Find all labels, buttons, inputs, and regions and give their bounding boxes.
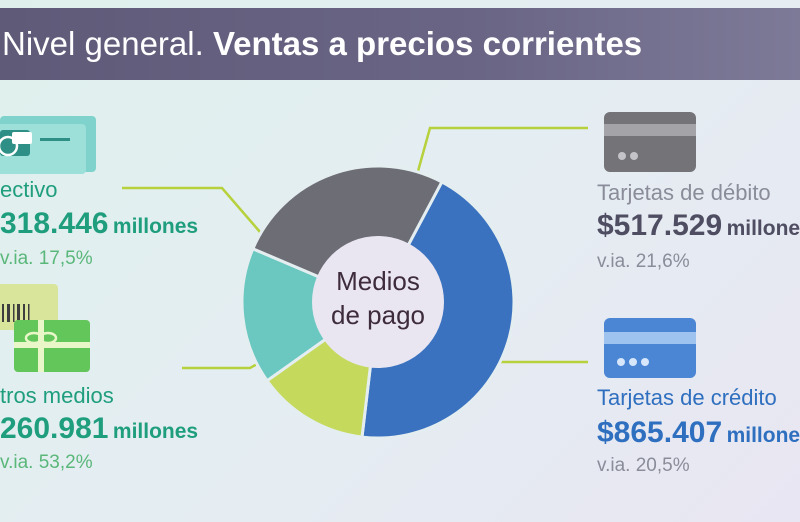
otros-via: v.ia. 53,2% <box>0 452 93 473</box>
otros-amount-row: 260.981 millones <box>0 412 198 446</box>
donut-hole <box>312 236 444 368</box>
gift-card-icon <box>0 284 90 372</box>
credit-card-icon <box>604 318 696 378</box>
efectivo-label: ectivo <box>0 177 58 202</box>
cash-icon <box>0 116 96 174</box>
efectivo-block: ectivo <box>0 177 57 203</box>
credito-amount: $865.407 <box>597 416 723 449</box>
connector-efectivo <box>122 186 261 233</box>
debito-unit: millones <box>726 217 800 240</box>
efectivo-via: v.ia. 17,5% <box>0 248 93 269</box>
center-label-line1: Medios <box>336 266 420 296</box>
credito-via: v.ia. 20,5% <box>597 455 690 476</box>
otros-unit: millones <box>112 420 199 443</box>
otros-amount: 260.981 <box>0 412 109 445</box>
title-light: Nivel general. <box>2 25 204 62</box>
credito-unit: millones <box>726 424 800 447</box>
debit-card-icon <box>604 112 696 172</box>
credito-label: Tarjetas de crédito <box>597 385 777 410</box>
debito-amount: $517.529 <box>597 209 723 242</box>
debito-label: Tarjetas de débito <box>597 180 771 205</box>
center-label-line2: de pago <box>331 300 425 330</box>
otros-block: tros medios <box>0 383 114 409</box>
otros-label: tros medios <box>0 383 114 408</box>
efectivo-amount: 318.446 <box>0 207 109 240</box>
credito-block: Tarjetas de crédito <box>597 385 777 411</box>
debito-block: Tarjetas de débito <box>597 180 771 206</box>
credito-amount-row: $865.407 millones <box>597 416 800 450</box>
slice-efectivo <box>240 246 382 383</box>
efectivo-amount-row: 318.446 millones <box>0 207 198 241</box>
debito-amount-row: $517.529 millones <box>597 209 800 243</box>
debito-via: v.ia. 21,6% <box>597 251 690 272</box>
efectivo-unit: millones <box>112 215 199 238</box>
title-bold: Ventas a precios corrientes <box>212 25 643 62</box>
page-header: Nivel general. Ventas a precios corrient… <box>0 8 800 80</box>
